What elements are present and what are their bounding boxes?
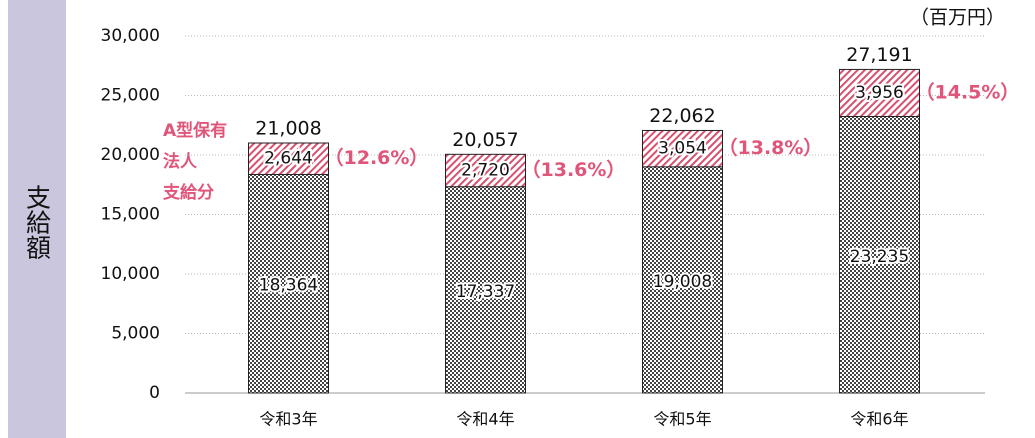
bar-segment (642, 166, 723, 394)
percent-label: （13.6%） (522, 158, 626, 181)
value-label: 3,054 (658, 139, 707, 159)
legend-label: A型保有 (163, 120, 227, 141)
legend-label: 法人 (163, 151, 198, 172)
value-label: 19,008 (653, 272, 712, 292)
value-label: 2,720 (461, 161, 510, 181)
percent-label: （14.5%） (916, 80, 1020, 103)
x-tick-label: 令和5年 (653, 410, 711, 429)
y-label-box (8, 0, 66, 438)
value-label: 3,956 (855, 83, 904, 103)
legend-label: 支給分 (163, 182, 214, 203)
total-label: 22,062 (649, 105, 715, 127)
y-tick-label: 20,000 (101, 145, 160, 165)
value-label: 17,337 (456, 282, 515, 302)
bar-segment (248, 173, 329, 394)
x-tick-label: 令和6年 (850, 410, 908, 429)
unit-label: （百万円） (910, 7, 1005, 29)
total-label: 20,057 (452, 129, 518, 151)
bar-segment (642, 129, 723, 168)
percent-label: （13.8%） (719, 136, 823, 159)
y-tick-label: 30,000 (101, 26, 160, 46)
y-axis-label: 支給額 (23, 185, 52, 260)
value-label: 23,235 (850, 247, 909, 267)
x-tick-label: 令和4年 (456, 410, 514, 429)
x-tick-label: 令和3年 (259, 410, 317, 429)
bar-segment (445, 186, 526, 394)
bar-segment (248, 142, 329, 175)
y-tick-label: 15,000 (101, 205, 160, 225)
y-tick-label: 10,000 (101, 264, 160, 284)
percent-label: （12.6%） (325, 146, 429, 169)
bar-segment (839, 68, 920, 118)
bar-segment (445, 153, 526, 188)
y-tick-label: 0 (149, 383, 160, 403)
y-tick-label: 5,000 (111, 324, 160, 344)
value-label: 18,364 (259, 276, 318, 296)
value-label: 2,644 (264, 149, 313, 169)
y-tick-label: 25,000 (101, 86, 160, 106)
total-label: 27,191 (846, 44, 912, 66)
total-label: 21,008 (255, 118, 321, 140)
